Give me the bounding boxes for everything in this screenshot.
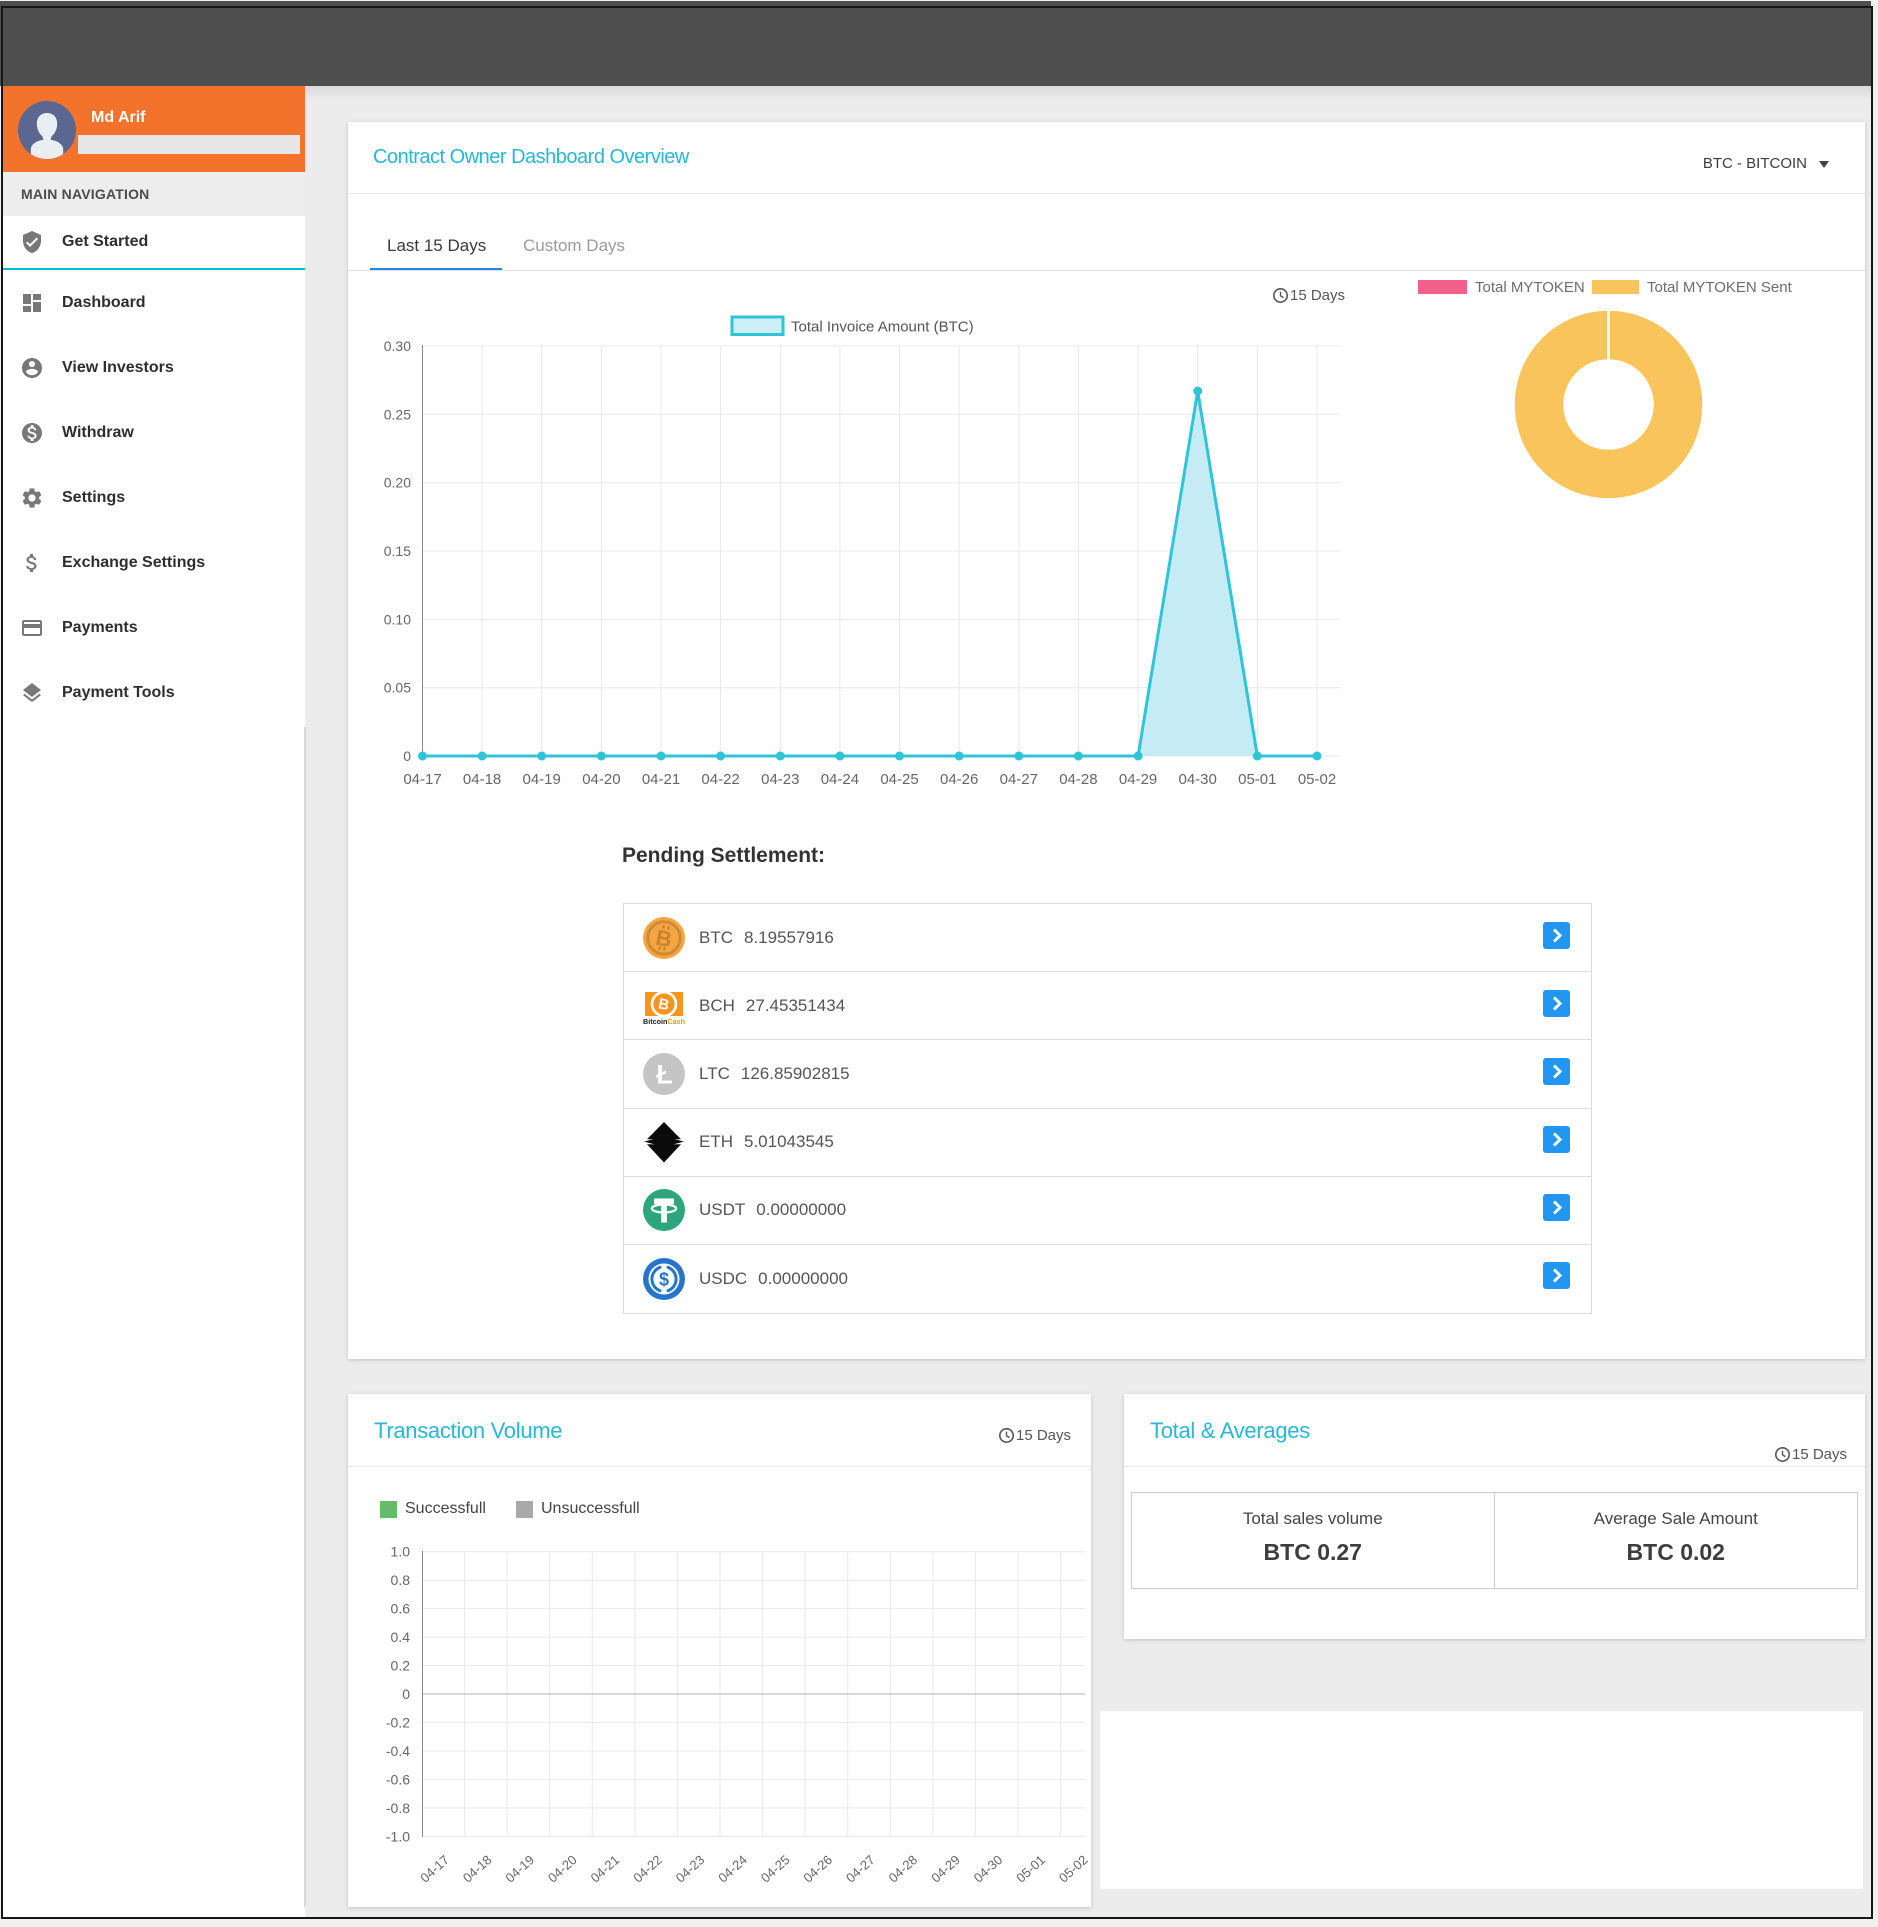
svg-text:04-19: 04-19 — [523, 771, 561, 788]
svg-text:04-30: 04-30 — [971, 1852, 1006, 1885]
svg-text:04-26: 04-26 — [800, 1852, 835, 1885]
svg-text:04-20: 04-20 — [545, 1852, 580, 1885]
svg-text:1.0: 1.0 — [391, 1544, 411, 1560]
svg-text:04-22: 04-22 — [701, 771, 739, 788]
svg-text:B: B — [657, 995, 671, 1014]
svg-text:04-28: 04-28 — [886, 1852, 921, 1885]
svg-text:0: 0 — [403, 748, 411, 764]
svg-text:04-18: 04-18 — [463, 771, 501, 788]
svg-text:0.15: 0.15 — [384, 543, 411, 559]
svg-text:04-17: 04-17 — [403, 771, 441, 788]
svg-text:-0.8: -0.8 — [386, 1800, 410, 1816]
svg-text:-0.2: -0.2 — [386, 1715, 410, 1731]
svg-text:05-01: 05-01 — [1238, 771, 1276, 788]
svg-text:-0.4: -0.4 — [386, 1743, 410, 1759]
svg-text:Total Invoice Amount (BTC): Total Invoice Amount (BTC) — [791, 319, 974, 336]
svg-text:0.25: 0.25 — [384, 406, 411, 422]
svg-text:04-29: 04-29 — [928, 1852, 963, 1885]
svg-text:04-18: 04-18 — [460, 1852, 495, 1885]
svg-text:0: 0 — [402, 1686, 410, 1702]
svg-text:$: $ — [659, 1270, 669, 1290]
svg-text:0.20: 0.20 — [384, 475, 411, 491]
svg-text:05-02: 05-02 — [1056, 1852, 1090, 1885]
svg-text:04-21: 04-21 — [588, 1852, 623, 1885]
svg-text:04-23: 04-23 — [673, 1852, 708, 1885]
svg-text:04-22: 04-22 — [630, 1852, 665, 1885]
svg-text:04-29: 04-29 — [1119, 771, 1157, 788]
svg-text:04-20: 04-20 — [582, 771, 620, 788]
svg-text:0.10: 0.10 — [384, 611, 411, 627]
svg-text:0.8: 0.8 — [391, 1572, 411, 1588]
svg-text:05-01: 05-01 — [1013, 1852, 1048, 1885]
svg-text:04-27: 04-27 — [843, 1852, 878, 1885]
svg-text:0.05: 0.05 — [384, 680, 411, 696]
svg-text:0.4: 0.4 — [391, 1629, 411, 1645]
svg-text:-0.6: -0.6 — [386, 1771, 410, 1787]
svg-text:Ł: Ł — [656, 1059, 673, 1089]
svg-text:0.2: 0.2 — [391, 1658, 411, 1674]
svg-text:04-23: 04-23 — [761, 771, 799, 788]
svg-text:0.30: 0.30 — [384, 338, 411, 354]
svg-text:04-28: 04-28 — [1059, 771, 1097, 788]
svg-text:-1.0: -1.0 — [386, 1828, 410, 1844]
svg-text:04-30: 04-30 — [1179, 771, 1217, 788]
svg-text:04-24: 04-24 — [821, 771, 859, 788]
svg-text:04-17: 04-17 — [417, 1852, 452, 1885]
svg-text:0.6: 0.6 — [391, 1601, 411, 1617]
svg-text:04-27: 04-27 — [1000, 771, 1038, 788]
svg-text:04-25: 04-25 — [758, 1852, 793, 1885]
svg-text:BitcoinCash: BitcoinCash — [643, 1017, 685, 1026]
svg-text:04-25: 04-25 — [880, 771, 918, 788]
svg-text:05-02: 05-02 — [1298, 771, 1336, 788]
svg-text:04-24: 04-24 — [715, 1852, 750, 1885]
svg-text:B: B — [654, 924, 674, 952]
svg-text:04-26: 04-26 — [940, 771, 978, 788]
svg-text:04-19: 04-19 — [502, 1852, 537, 1885]
svg-text:04-21: 04-21 — [642, 771, 680, 788]
